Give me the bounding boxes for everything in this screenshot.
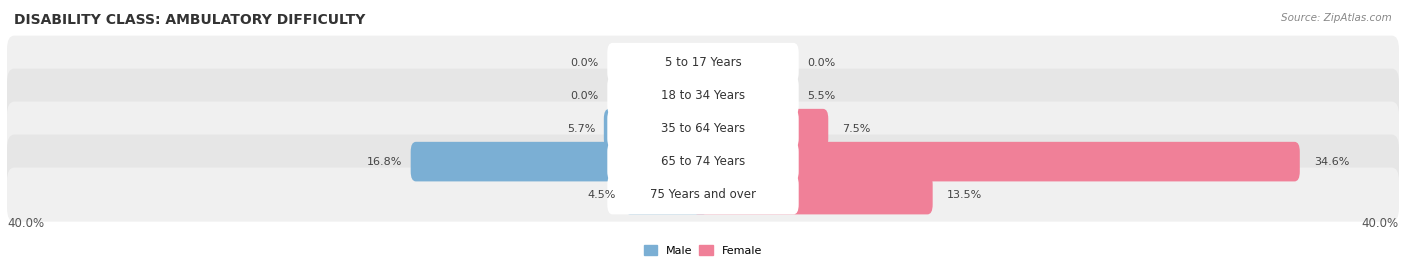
Text: 40.0%: 40.0% <box>7 217 44 230</box>
FancyBboxPatch shape <box>7 135 1399 189</box>
Text: 35 to 64 Years: 35 to 64 Years <box>661 122 745 135</box>
Text: 7.5%: 7.5% <box>842 124 870 134</box>
FancyBboxPatch shape <box>607 109 799 148</box>
FancyBboxPatch shape <box>607 76 799 116</box>
Text: DISABILITY CLASS: AMBULATORY DIFFICULTY: DISABILITY CLASS: AMBULATORY DIFFICULTY <box>14 13 366 27</box>
FancyBboxPatch shape <box>7 102 1399 156</box>
Legend: Male, Female: Male, Female <box>640 241 766 260</box>
FancyBboxPatch shape <box>693 109 828 148</box>
FancyBboxPatch shape <box>603 109 709 148</box>
Text: 0.0%: 0.0% <box>571 58 599 68</box>
FancyBboxPatch shape <box>607 43 799 83</box>
Text: 4.5%: 4.5% <box>588 189 616 200</box>
FancyBboxPatch shape <box>693 142 1299 181</box>
Text: 13.5%: 13.5% <box>946 189 981 200</box>
FancyBboxPatch shape <box>411 142 709 181</box>
FancyBboxPatch shape <box>7 168 1399 222</box>
Text: Source: ZipAtlas.com: Source: ZipAtlas.com <box>1281 13 1392 23</box>
FancyBboxPatch shape <box>607 142 799 181</box>
Text: 5.5%: 5.5% <box>807 91 835 101</box>
FancyBboxPatch shape <box>624 175 709 214</box>
FancyBboxPatch shape <box>693 175 932 214</box>
Text: 75 Years and over: 75 Years and over <box>650 188 756 201</box>
Text: 5.7%: 5.7% <box>567 124 595 134</box>
FancyBboxPatch shape <box>607 175 799 214</box>
Text: 65 to 74 Years: 65 to 74 Years <box>661 155 745 168</box>
FancyBboxPatch shape <box>693 76 793 116</box>
FancyBboxPatch shape <box>7 69 1399 123</box>
Text: 0.0%: 0.0% <box>807 58 835 68</box>
Text: 40.0%: 40.0% <box>1362 217 1399 230</box>
Text: 5 to 17 Years: 5 to 17 Years <box>665 56 741 69</box>
Text: 18 to 34 Years: 18 to 34 Years <box>661 89 745 102</box>
FancyBboxPatch shape <box>7 36 1399 90</box>
Text: 16.8%: 16.8% <box>367 157 402 167</box>
Text: 0.0%: 0.0% <box>571 91 599 101</box>
Text: 34.6%: 34.6% <box>1313 157 1350 167</box>
